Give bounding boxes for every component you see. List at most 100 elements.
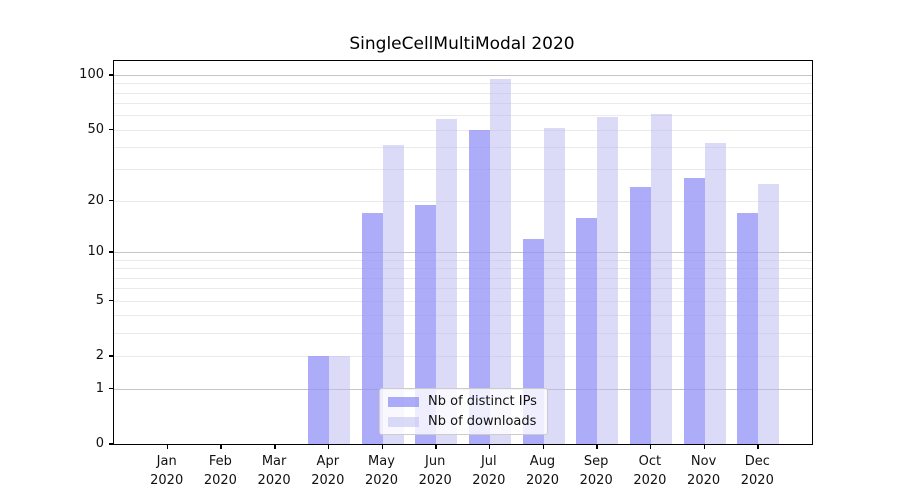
minor-gridline [114,333,812,335]
x-tick-mark [542,445,544,449]
minor-gridline [114,259,812,261]
minor-gridline [114,300,812,302]
minor-gridline [114,103,812,105]
x-tick-mark [435,445,437,449]
x-tick-year: 2020 [525,473,560,488]
x-tick-label: Dec 2020 [729,452,785,490]
plot-area [113,60,813,445]
minor-gridline [114,169,812,171]
x-tick-label: Oct 2020 [622,452,678,490]
x-tick-year: 2020 [418,473,452,488]
bar-downloads [382,145,404,444]
x-tick-label: Nov 2020 [676,452,732,490]
x-tick-month: Aug [529,454,556,469]
major-gridline [114,75,812,76]
bar-distinct-ips [683,177,705,444]
minor-gridline [114,268,812,270]
x-tick-month: Feb [208,454,232,469]
x-tick-year: 2020 [472,473,506,488]
bar-distinct-ips [361,212,383,444]
x-tick-label: Aug 2020 [515,452,571,490]
minor-gridline [114,315,812,317]
bar-distinct-ips [629,186,651,444]
bar-distinct-ips [737,212,759,444]
bar-downloads [758,183,780,444]
x-tick-month: Mar [261,454,287,469]
x-tick-mark [166,445,169,449]
x-tick-year: 2020 [203,473,237,488]
minor-gridline [114,129,812,131]
y-tick-mark [109,387,113,390]
y-tick-label: 2 [95,348,104,364]
minor-gridline [114,288,812,290]
bar-downloads [489,79,511,444]
bar-downloads [704,143,726,444]
y-tick-label: 0 [95,436,104,451]
bar-downloads [650,114,672,444]
y-tick-label: 50 [87,121,104,137]
minor-gridline [114,277,812,279]
bar-distinct-ips [307,356,329,444]
y-tick-label: 100 [79,67,104,82]
legend-row-distinct-ips: Nb of distinct IPs [388,395,537,408]
y-tick-label: 20 [87,192,104,208]
y-tick-mark [109,355,113,357]
x-tick-mark [381,445,383,449]
minor-gridline [114,115,812,117]
y-tick-mark [109,199,113,202]
x-tick-month: May [368,454,395,469]
x-tick-year: 2020 [364,473,399,488]
x-tick-label: Mar 2020 [246,452,302,490]
x-tick-label: Feb 2020 [192,452,248,490]
bar-downloads [328,356,350,444]
x-tick-mark [220,445,222,449]
legend-label-downloads: Nb of downloads [428,414,537,429]
x-tick-mark [649,445,652,449]
bar-distinct-ips [415,204,437,444]
x-tick-year: 2020 [687,473,721,488]
y-tick-mark [109,128,113,131]
x-tick-label: Sep 2020 [568,452,624,490]
x-tick-month: Dec [744,454,770,469]
legend-row-downloads: Nb of downloads [388,415,537,428]
legend-label-distinct-ips: Nb of distinct IPs [428,394,537,409]
x-tick-mark [488,445,491,449]
minor-gridline [114,92,812,94]
bar-downloads [543,128,565,444]
x-tick-year: 2020 [740,473,774,488]
y-tick-label: 5 [95,292,104,308]
minor-gridline [114,83,812,85]
x-tick-month: Sep [583,454,609,469]
y-tick-label: 10 [87,244,104,260]
x-tick-month: Jul [480,454,497,469]
y-tick-mark [109,443,113,445]
x-tick-label: Apr 2020 [300,452,356,490]
x-tick-month: Nov [690,454,717,469]
minor-gridline [114,200,812,202]
bar-distinct-ips [576,217,598,444]
x-tick-year: 2020 [311,473,345,488]
x-tick-label: May 2020 [354,452,410,490]
y-tick-label: 1 [95,380,104,396]
x-tick-month: Jan [156,454,177,469]
minor-gridline [114,356,812,358]
bar-downloads [597,116,619,444]
x-tick-mark [596,445,598,449]
x-tick-year: 2020 [257,473,291,488]
x-tick-mark [703,445,706,449]
x-tick-month: Apr [316,454,340,469]
x-tick-label: Jun 2020 [407,452,463,490]
x-tick-mark [274,445,276,449]
bar-downloads [436,119,458,444]
minor-gridline [114,147,812,149]
legend-swatch-downloads [388,416,419,427]
x-tick-label: Jan 2020 [139,452,195,490]
x-tick-label: Jul 2020 [461,452,517,490]
x-tick-month: Oct [638,454,662,469]
legend-swatch-distinct-ips [388,396,419,407]
x-tick-mark [327,445,330,449]
x-tick-month: Jun [425,454,446,469]
y-tick-mark [109,251,113,253]
legend: Nb of distinct IPs Nb of downloads [379,388,548,435]
